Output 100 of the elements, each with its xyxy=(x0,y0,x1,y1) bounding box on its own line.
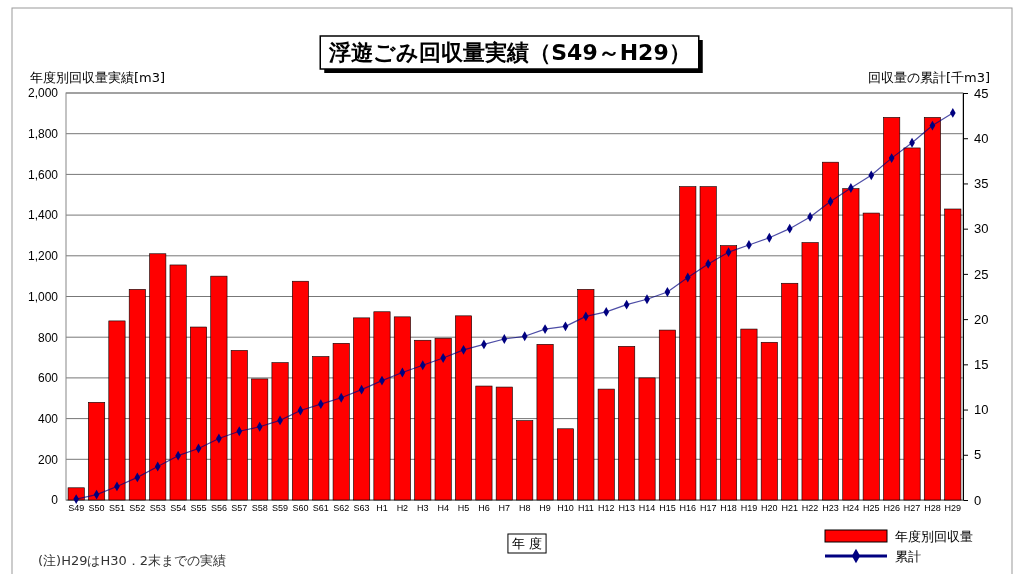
y-tick-label: 200 xyxy=(37,452,59,467)
x-tick-label: S51 xyxy=(108,503,125,514)
x-tick-label: H24 xyxy=(842,503,860,514)
x-tick-label: H7 xyxy=(498,503,511,514)
bar xyxy=(414,339,432,501)
x-tick-label: S60 xyxy=(292,503,309,514)
x-tick-label: H20 xyxy=(761,503,778,514)
y-tick-label: 1,200 xyxy=(27,249,59,264)
x-tick-label: H11 xyxy=(577,503,594,514)
x-tick-label: S49 xyxy=(68,503,85,514)
x-tick-label: H21 xyxy=(781,503,798,514)
y-tick-label: 1,600 xyxy=(27,167,59,182)
x-tick-label: H6 xyxy=(478,503,490,514)
y2-tick-label: 5 xyxy=(974,447,982,463)
point xyxy=(705,259,712,269)
x-tick-label: S57 xyxy=(231,503,248,514)
y2-tick-label: 10 xyxy=(974,402,989,418)
x-tick-label: H8 xyxy=(518,503,531,514)
x-tick-label: H1 xyxy=(376,503,388,514)
bar xyxy=(801,242,819,501)
x-tick-label: S62 xyxy=(333,503,350,514)
point xyxy=(501,334,508,344)
y-tick-label: 0 xyxy=(51,493,59,508)
bar xyxy=(128,289,146,501)
y-tick-label: 400 xyxy=(37,411,59,426)
y-tick-label: 1,000 xyxy=(27,289,59,304)
x-tick-label: S63 xyxy=(353,503,370,514)
bar xyxy=(434,337,452,501)
bar xyxy=(557,428,574,501)
x-tick-label: H16 xyxy=(679,503,697,514)
y-tick-label: 2,000 xyxy=(27,86,59,101)
x-tick-label: H17 xyxy=(699,503,717,514)
y2-tick-label: 30 xyxy=(974,221,989,237)
bar xyxy=(760,341,778,501)
x-tick-label: H2 xyxy=(396,503,409,514)
bar xyxy=(699,186,717,501)
bar xyxy=(720,245,738,501)
bar xyxy=(842,188,860,501)
x-tick-label: S50 xyxy=(88,503,105,514)
bar xyxy=(536,344,554,501)
bar xyxy=(923,117,941,501)
bar xyxy=(455,315,472,501)
bar xyxy=(271,362,289,501)
bar xyxy=(149,253,167,501)
y-tick-label: 800 xyxy=(37,330,59,345)
y-tick-label: 1,400 xyxy=(27,208,59,223)
x-tick-label: H3 xyxy=(417,503,429,514)
bar xyxy=(291,280,309,501)
x-tick-label: H27 xyxy=(903,503,921,514)
bar xyxy=(332,343,350,501)
bar xyxy=(108,320,126,501)
bar xyxy=(618,346,636,501)
bar xyxy=(862,212,880,501)
x-tick-label: H15 xyxy=(659,503,676,514)
x-tick-label: H19 xyxy=(740,503,758,514)
x-tick-label: H18 xyxy=(720,503,737,514)
x-tick-label: S54 xyxy=(170,503,187,514)
bar xyxy=(679,186,697,501)
bar xyxy=(495,386,513,501)
x-tick-label: S58 xyxy=(251,503,268,514)
x-tick-label: H25 xyxy=(863,503,880,514)
x-tick-label: S59 xyxy=(272,503,289,514)
bar xyxy=(190,326,207,501)
bar xyxy=(781,282,799,501)
bar xyxy=(251,378,269,501)
y2-tick-label: 45 xyxy=(974,85,989,101)
x-axis-title: 年 度 xyxy=(511,536,543,551)
x-tick-label: H4 xyxy=(437,503,449,514)
x-tick-label: S52 xyxy=(129,503,146,514)
x-tick-label: H29 xyxy=(944,503,962,514)
text: (注)H29はH30．2末までの実績 xyxy=(38,553,227,568)
legend-label: 累計 xyxy=(895,549,921,564)
bar xyxy=(312,356,330,501)
x-tick-label: H28 xyxy=(924,503,941,514)
bar xyxy=(903,147,921,501)
x-tick-label: H23 xyxy=(822,503,839,514)
x-tick-label: H22 xyxy=(801,503,819,514)
y2-tick-label: 40 xyxy=(974,130,989,146)
bar xyxy=(475,385,493,501)
x-tick-label: S53 xyxy=(149,503,166,514)
bar xyxy=(577,289,595,501)
y2-tick-label: 15 xyxy=(974,356,989,372)
y-axis-title: 年度別回収量実績[m3] xyxy=(30,70,166,85)
x-tick-label: S55 xyxy=(190,503,207,514)
x-tick-label: H14 xyxy=(638,503,656,514)
chart-title: 浮遊ごみ回収量実績（S49～H29） xyxy=(328,40,691,65)
x-tick-label: H9 xyxy=(539,503,551,514)
bar xyxy=(597,388,615,501)
x-tick-label: S61 xyxy=(312,503,329,514)
y2-tick-label: 0 xyxy=(974,492,982,508)
bar xyxy=(883,117,901,501)
bar xyxy=(88,402,106,501)
bar xyxy=(638,377,656,501)
y2-tick-label: 20 xyxy=(974,311,989,327)
bar xyxy=(393,316,411,501)
bar xyxy=(169,264,187,501)
y-tick-label: 1,800 xyxy=(27,127,59,142)
x-tick-label: S56 xyxy=(210,503,227,514)
bar xyxy=(230,350,248,501)
bar xyxy=(516,420,534,501)
